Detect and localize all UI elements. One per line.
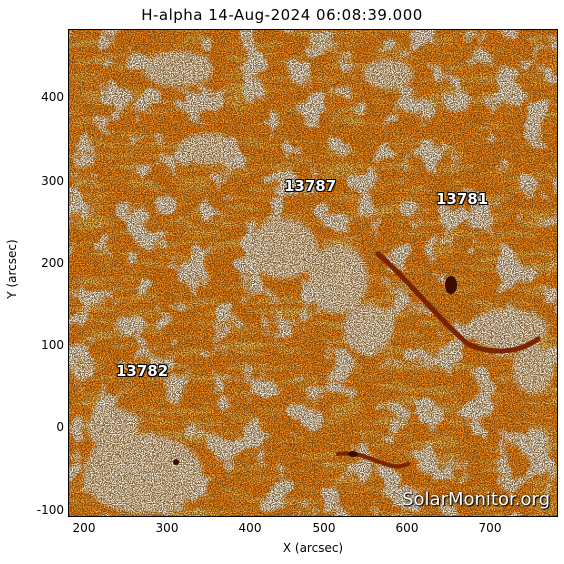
y-axis-title: Y (arcsec) <box>5 239 19 299</box>
halpha-image <box>68 29 558 517</box>
x-axis-title: X (arcsec) <box>282 541 344 555</box>
x-tick-label: 300 <box>155 521 179 535</box>
y-tick-label: 300 <box>41 174 64 188</box>
image-title: H-alpha 14-Aug-2024 06:08:39.000 <box>141 6 423 24</box>
y-tick-label: 0 <box>56 420 64 434</box>
active-region-label: 13782 <box>116 362 169 380</box>
y-tick-label: 400 <box>41 90 64 104</box>
y-tick-label: 100 <box>41 338 64 352</box>
solar-image <box>68 29 558 517</box>
y-tick-label: 200 <box>41 256 64 270</box>
x-tick-label: 200 <box>72 521 96 535</box>
x-tick-label: 500 <box>312 521 336 535</box>
active-region-label: 13787 <box>284 177 337 195</box>
x-tick-label: 600 <box>395 521 419 535</box>
watermark-text: SolarMonitor.org <box>402 489 550 510</box>
active-region-label: 13781 <box>436 190 489 208</box>
x-tick-label: 400 <box>238 521 262 535</box>
y-tick-label: -100 <box>36 503 64 517</box>
x-tick-label: 700 <box>478 521 502 535</box>
